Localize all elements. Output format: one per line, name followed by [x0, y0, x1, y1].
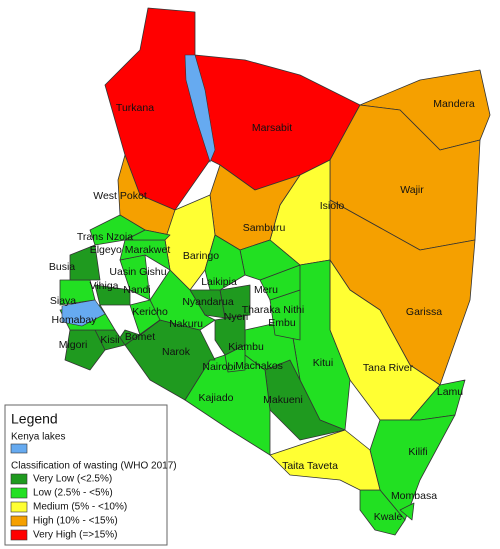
- county-label: Tana River: [363, 362, 414, 374]
- county-label: Isiolo: [320, 200, 345, 212]
- county-label: Mandera: [433, 98, 475, 110]
- county-label: Embu: [268, 317, 296, 329]
- county: [69, 244, 101, 281]
- county-labels: Turkana Marsabit Mandera Wajir Garissa Isiolo…: [49, 98, 475, 523]
- county-label: Garissa: [406, 306, 442, 318]
- county-label: Taita Taveta: [282, 460, 338, 472]
- lakes: [61, 54, 216, 327]
- county-label: Turkana: [116, 102, 154, 114]
- legend-swatch: [10, 501, 28, 513]
- county-label: Bomet: [125, 331, 155, 343]
- lake: [184, 54, 216, 163]
- county-label: Homabay: [52, 314, 98, 326]
- county: [184, 349, 271, 456]
- county: [399, 502, 415, 521]
- county-label: Vihiga: [90, 280, 119, 292]
- county: [94, 284, 131, 306]
- legend-label: Medium (5% - <10%): [33, 502, 127, 513]
- county-label: Narok: [162, 346, 191, 358]
- county-label: Marsabit: [252, 122, 292, 134]
- county-label: Machakos: [235, 360, 283, 372]
- county-label: Laikipia: [201, 276, 237, 288]
- legend-label: High (10% - <15%): [33, 516, 118, 527]
- legend-swatch: [10, 473, 28, 485]
- county: [269, 429, 381, 491]
- legend-box: [4, 404, 168, 546]
- legend-title: Legend: [11, 411, 58, 427]
- legend-swatch: [10, 529, 28, 541]
- county: [149, 269, 216, 331]
- lakes-label: Kenya lakes: [11, 432, 65, 443]
- county-label: Uasin Gishu: [109, 266, 166, 278]
- county: [89, 214, 146, 246]
- county-label: Wajir: [400, 184, 424, 196]
- legend-label: Very Low (<2.5%): [33, 474, 112, 485]
- county-label: Busia: [49, 261, 75, 273]
- counties: [59, 7, 491, 536]
- legend-swatch: [10, 515, 28, 527]
- county-label: Samburu: [243, 222, 286, 234]
- legend-label: Low (2.5% - <5%): [33, 488, 113, 499]
- county-label: Mombasa: [391, 490, 437, 502]
- county-label: Siaya: [50, 295, 76, 307]
- county-label: Makueni: [263, 394, 303, 406]
- county-label: Nyeri: [224, 311, 249, 323]
- county-label: Migori: [59, 339, 88, 351]
- county-label: Kiambu: [228, 341, 264, 353]
- county-label: Nairobi: [202, 361, 235, 373]
- county-label: Nakuru: [169, 318, 203, 330]
- lake-swatch: [10, 443, 28, 454]
- county-label: Baringo: [183, 250, 219, 262]
- legend-label: Very High (=>15%): [33, 530, 118, 541]
- lake: [61, 299, 106, 327]
- county-label: Kitui: [313, 357, 333, 369]
- county-label: Kisii: [100, 334, 119, 346]
- county-label: Nandi: [123, 284, 150, 296]
- county-label: Meru: [254, 284, 278, 296]
- county-label: Kilifi: [408, 446, 427, 458]
- county-label: West Pokot: [93, 190, 147, 202]
- classification-title: Classification of wasting (WHO 2017): [11, 461, 177, 472]
- county-label: Nyandarua: [182, 296, 234, 308]
- county-label: Trans Nzoia: [77, 231, 133, 243]
- county-label: Elgeyo Marakwet: [90, 244, 171, 256]
- county-label: Lamu: [437, 386, 463, 398]
- county-label: Kajiado: [198, 392, 233, 404]
- legend-swatch: [10, 487, 28, 499]
- legend: Legend Kenya lakes Classification of was…: [4, 404, 177, 546]
- county-label: Kwale: [374, 511, 403, 523]
- county-label: Tharaka Nithi: [242, 304, 304, 316]
- county-label: Kericho: [132, 306, 168, 318]
